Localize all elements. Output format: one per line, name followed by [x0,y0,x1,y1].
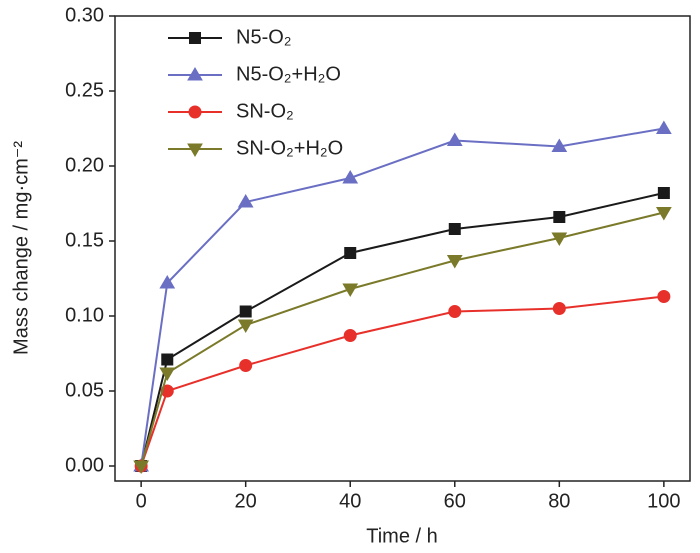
marker [657,187,670,199]
marker [159,367,176,381]
marker [446,132,463,146]
legend-label: SN-O₂ [236,100,294,122]
marker [553,211,566,223]
legend-label: SN-O₂+H₂O [236,137,343,159]
legend-marker [189,32,201,44]
marker [551,138,568,152]
marker [448,223,461,235]
marker [446,255,463,269]
x-tick-label: 40 [339,490,361,512]
marker [343,329,357,342]
y-tick-label: 0.10 [65,304,104,326]
x-axis-title: Time / h [366,525,438,547]
marker [342,170,359,184]
legend-marker [187,67,203,81]
legend-label: N5-O₂+H₂O [236,63,341,85]
y-tick-label: 0.00 [65,454,104,476]
x-tick-label: 60 [444,490,466,512]
y-tick-label: 0.05 [65,379,104,401]
marker [239,305,252,318]
y-tick-label: 0.30 [65,4,104,26]
marker [237,319,254,333]
marker [551,232,568,246]
legend-marker [187,143,203,157]
marker [133,460,150,474]
marker [239,359,253,372]
y-tick-label: 0.15 [65,229,104,251]
marker [448,305,462,318]
y-axis-title: Mass change / mg·cm⁻² [10,141,32,355]
marker [657,290,671,303]
series-line [140,127,665,467]
y-tick-label: 0.20 [65,154,104,176]
legend-label: N5-O₂ [236,26,292,48]
marker [159,275,176,289]
marker [655,207,672,221]
series-line [140,295,664,467]
x-tick-label: 20 [235,490,257,512]
plot-frame [114,15,691,482]
marker [552,302,566,315]
marker [342,283,359,297]
marker [161,353,174,366]
marker [655,120,672,134]
series-line [140,211,665,467]
y-tick-label: 0.25 [65,79,104,101]
x-tick-label: 80 [548,490,570,512]
marker [237,194,254,208]
marker [344,247,357,259]
x-tick-label: 100 [647,490,680,512]
legend-marker [188,105,202,119]
series-line [140,192,665,467]
x-tick-label: 0 [136,490,147,512]
